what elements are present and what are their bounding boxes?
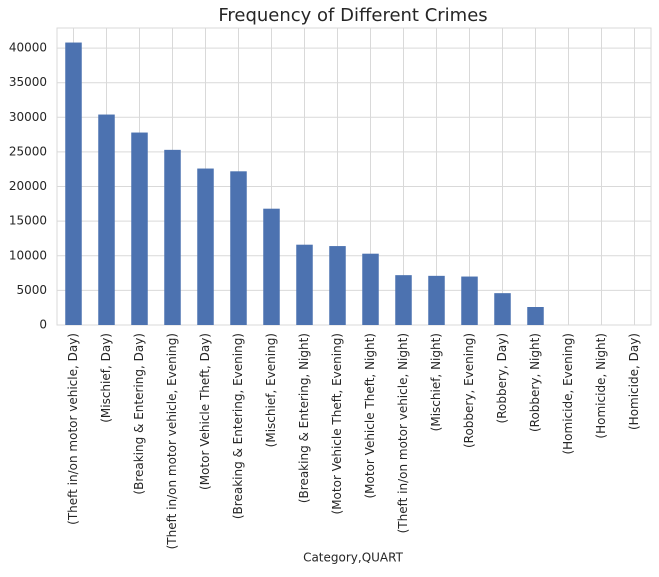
x-tick-label: (Robbery, Night)	[528, 333, 542, 432]
bar	[362, 253, 379, 325]
y-tick-label: 15000	[9, 214, 47, 228]
x-tick-label: (Homicide, Night)	[594, 333, 608, 439]
x-tick-label: (Motor Vehicle Theft, Day)	[198, 333, 212, 490]
x-tick-label: (Homicide, Evening)	[561, 333, 575, 455]
x-tick-label: (Breaking & Entering, Evening)	[231, 333, 245, 519]
bar	[428, 275, 445, 325]
bar	[329, 246, 346, 325]
x-tick-label: (Mischief, Night)	[429, 333, 443, 431]
y-tick-label: 20000	[9, 179, 47, 193]
bar	[395, 275, 412, 325]
x-tick-label: (Theft in/on motor vehicle, Night)	[396, 333, 410, 533]
bar	[461, 276, 478, 325]
plot-frame	[56, 27, 652, 326]
bar	[230, 171, 247, 325]
chart-title: Frequency of Different Crimes	[218, 5, 487, 26]
x-axis-label: Category,QUART	[303, 551, 404, 565]
x-tick-label: (Motor Vehicle Theft, Evening)	[330, 333, 344, 514]
bar	[494, 293, 511, 325]
bar	[263, 208, 280, 325]
bar	[527, 307, 544, 325]
x-tick-label: (Robbery, Evening)	[462, 333, 476, 448]
x-tick-label: (Robbery, Day)	[495, 333, 509, 423]
y-tick-label: 25000	[9, 144, 47, 158]
x-tick-label: (Mischief, Day)	[99, 333, 113, 423]
bar	[296, 244, 313, 325]
bar	[164, 149, 181, 325]
y-tick-label: 0	[39, 318, 47, 332]
x-tick-label: (Theft in/on motor vehicle, Evening)	[165, 333, 179, 549]
y-tick-label: 30000	[9, 110, 47, 124]
x-tick-label: (Breaking & Entering, Night)	[297, 333, 311, 503]
y-tick-label: 5000	[16, 283, 47, 297]
bar	[197, 168, 214, 325]
bar	[98, 114, 115, 326]
x-tick-label: (Mischief, Evening)	[264, 333, 278, 447]
y-tick-label: 40000	[9, 41, 47, 55]
y-tick-label: 35000	[9, 75, 47, 89]
bar	[65, 42, 82, 326]
y-tick-label: 10000	[9, 248, 47, 262]
x-tick-label: (Breaking & Entering, Day)	[132, 333, 146, 495]
x-tick-label: (Homicide, Day)	[627, 333, 641, 430]
bar	[131, 132, 148, 325]
x-tick-label: (Motor Vehicle Theft, Night)	[363, 333, 377, 499]
x-tick-label: (Theft in/on motor vehicle, Day)	[66, 333, 80, 525]
